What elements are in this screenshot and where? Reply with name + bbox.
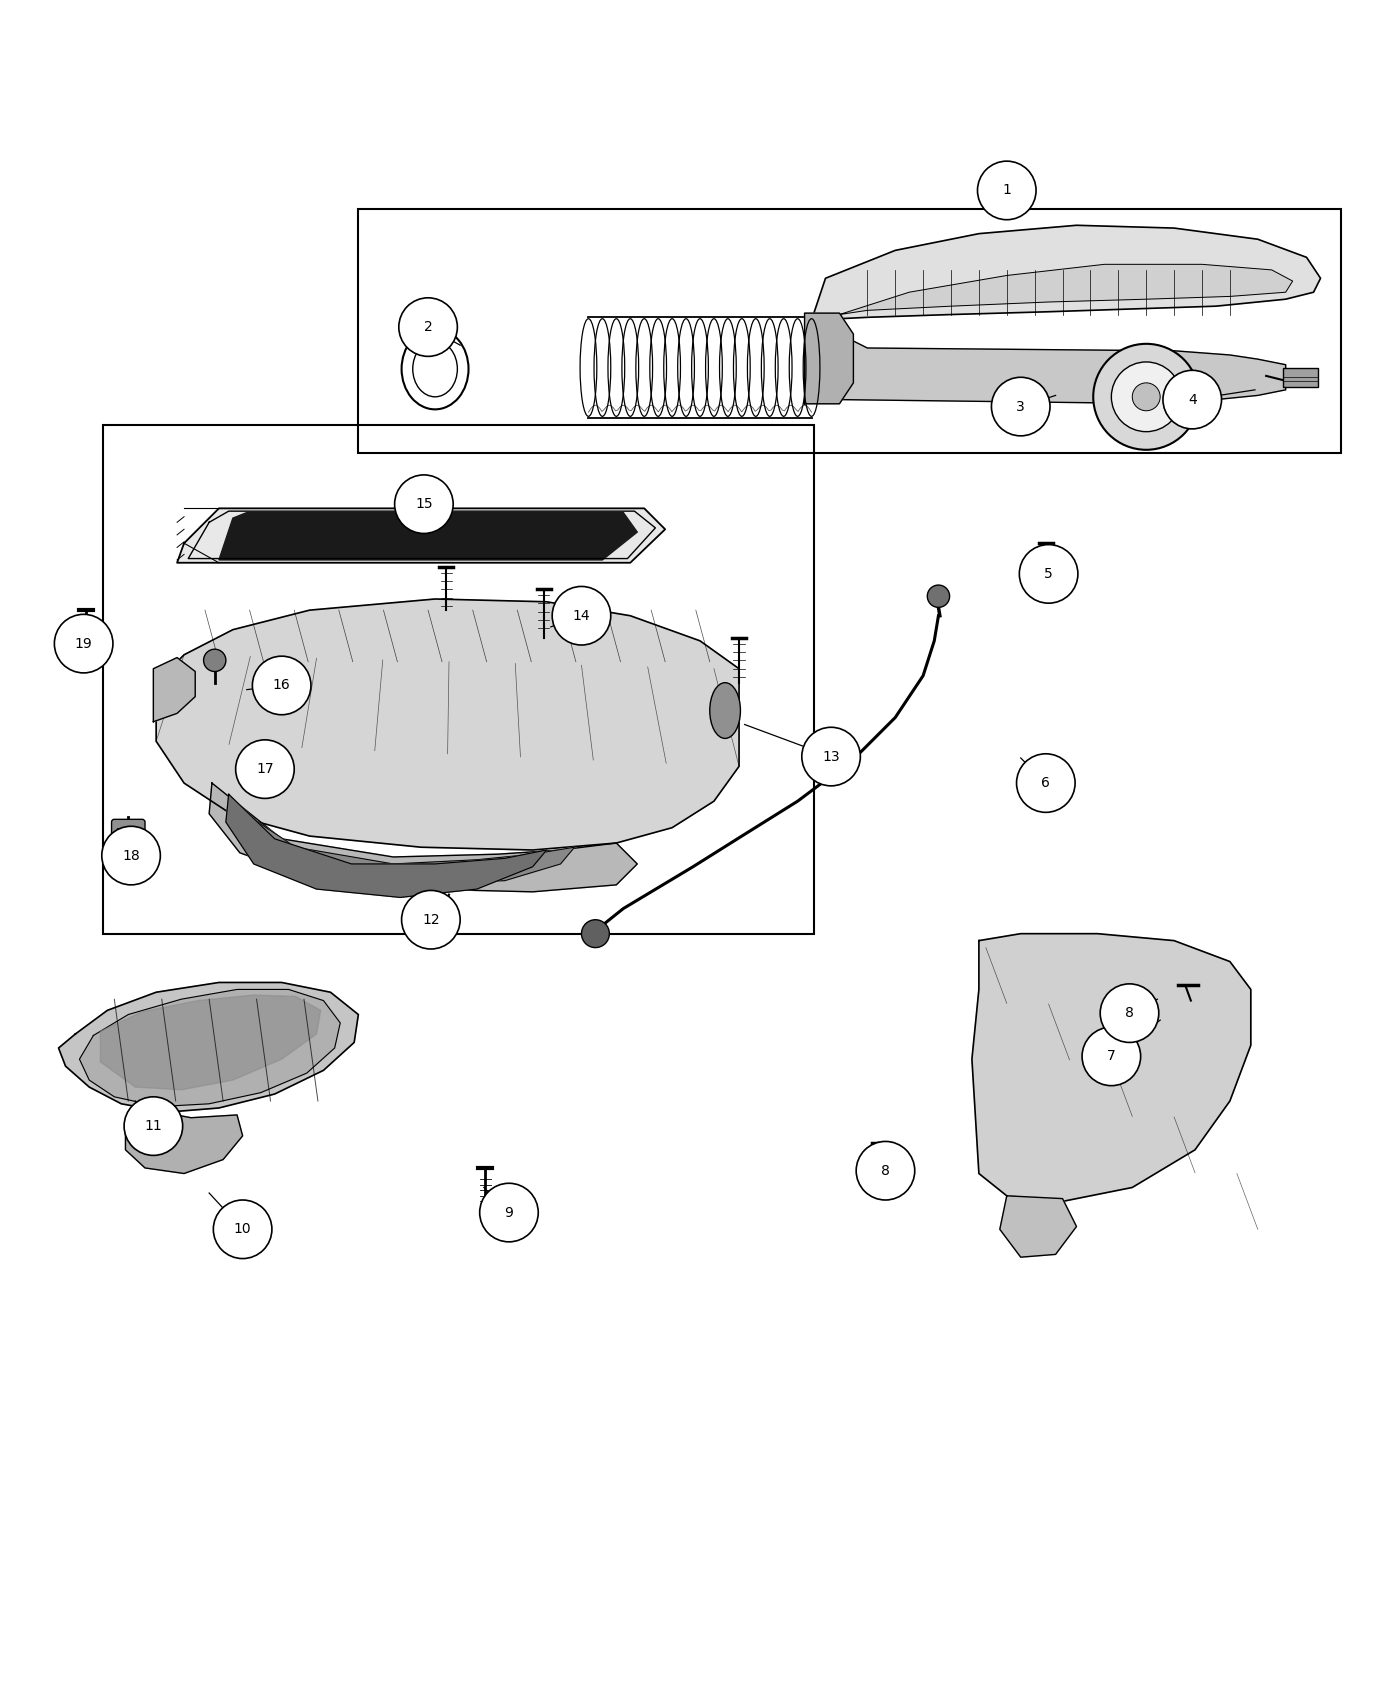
Text: 1: 1	[1002, 184, 1011, 197]
Text: 17: 17	[256, 762, 274, 777]
Polygon shape	[59, 983, 358, 1112]
FancyBboxPatch shape	[112, 819, 146, 838]
Polygon shape	[812, 320, 1285, 405]
Text: 10: 10	[234, 1222, 252, 1236]
Circle shape	[1163, 371, 1222, 428]
Text: 14: 14	[573, 609, 591, 622]
Polygon shape	[209, 784, 637, 892]
Text: 4: 4	[1187, 393, 1197, 406]
Circle shape	[252, 656, 311, 714]
Circle shape	[399, 298, 458, 357]
Polygon shape	[812, 226, 1320, 320]
Text: 11: 11	[144, 1119, 162, 1134]
Circle shape	[1082, 1027, 1141, 1086]
Circle shape	[213, 1200, 272, 1258]
Text: 6: 6	[1042, 777, 1050, 790]
Text: 12: 12	[421, 913, 440, 927]
Polygon shape	[972, 933, 1250, 1202]
Polygon shape	[237, 808, 574, 884]
Bar	[104, 425, 815, 933]
Circle shape	[977, 162, 1036, 219]
Polygon shape	[218, 512, 637, 559]
Polygon shape	[154, 658, 195, 722]
Polygon shape	[126, 1108, 242, 1173]
Circle shape	[480, 1183, 538, 1241]
Circle shape	[102, 826, 161, 886]
Circle shape	[1016, 753, 1075, 813]
Polygon shape	[840, 264, 1292, 314]
Text: 16: 16	[273, 678, 291, 692]
Circle shape	[125, 1096, 182, 1156]
Circle shape	[857, 1141, 914, 1200]
Circle shape	[402, 891, 461, 949]
Text: 5: 5	[1044, 566, 1053, 581]
Circle shape	[581, 920, 609, 947]
Text: 8: 8	[881, 1164, 890, 1178]
Polygon shape	[80, 989, 340, 1107]
Polygon shape	[805, 313, 854, 405]
Text: 9: 9	[504, 1205, 514, 1219]
Ellipse shape	[710, 683, 741, 738]
Text: 18: 18	[122, 848, 140, 862]
Circle shape	[203, 649, 225, 672]
Text: 8: 8	[1126, 1006, 1134, 1020]
Polygon shape	[157, 598, 739, 850]
FancyBboxPatch shape	[1282, 367, 1317, 388]
Circle shape	[235, 740, 294, 799]
Circle shape	[991, 377, 1050, 435]
Circle shape	[1133, 382, 1161, 411]
Text: 19: 19	[74, 636, 92, 651]
Polygon shape	[176, 508, 665, 563]
Bar	[358, 209, 1341, 452]
Circle shape	[395, 474, 454, 534]
Circle shape	[552, 586, 610, 644]
Circle shape	[1019, 544, 1078, 604]
Text: 15: 15	[414, 496, 433, 512]
Circle shape	[1112, 362, 1182, 432]
Text: 2: 2	[424, 320, 433, 335]
Text: 7: 7	[1107, 1049, 1116, 1064]
Circle shape	[802, 728, 861, 785]
Text: 3: 3	[1016, 400, 1025, 413]
Circle shape	[927, 585, 949, 607]
Circle shape	[55, 614, 113, 673]
Polygon shape	[1000, 1195, 1077, 1258]
Polygon shape	[225, 794, 546, 898]
Polygon shape	[101, 994, 321, 1090]
Circle shape	[1100, 984, 1159, 1042]
Circle shape	[1093, 343, 1200, 450]
Text: 13: 13	[822, 750, 840, 763]
